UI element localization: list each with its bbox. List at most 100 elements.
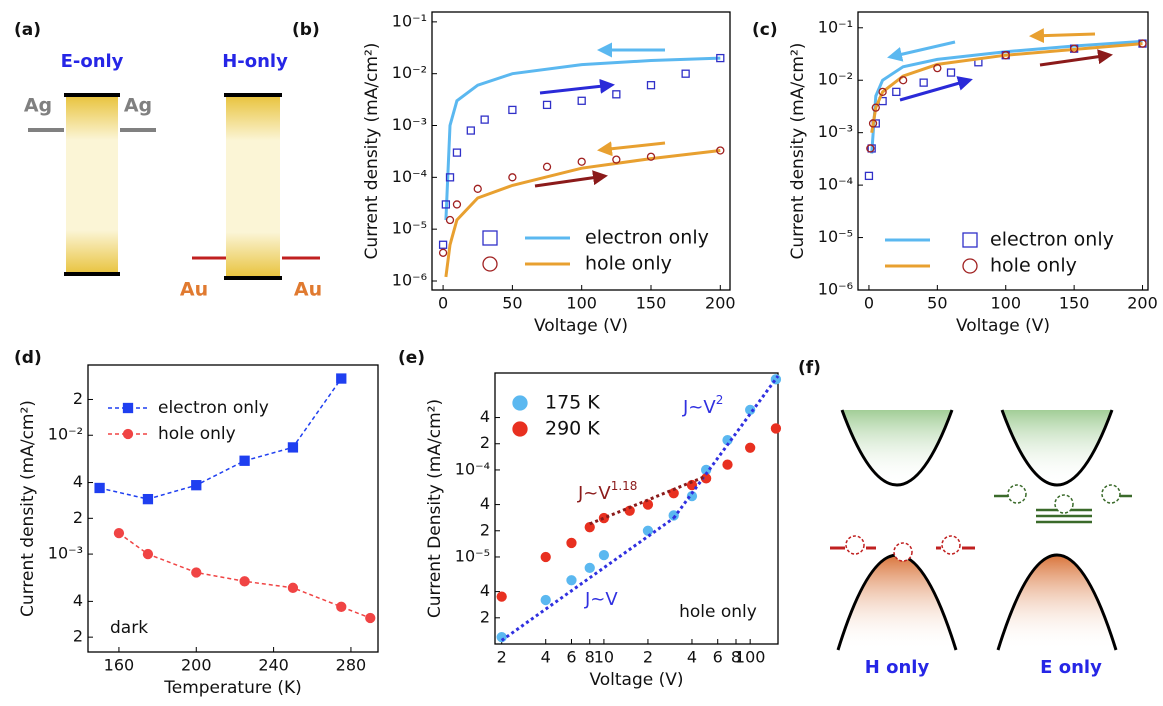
y-tick-label: 10⁻² (48, 425, 83, 444)
y-tick-label: 4 (480, 407, 490, 426)
y-axis-title: Current Density (mA/cm²) (425, 399, 445, 618)
data-point (745, 442, 756, 453)
data-point (438, 240, 448, 249)
data-point (540, 551, 551, 563)
plot-frame (494, 372, 779, 645)
data-point (365, 612, 376, 624)
x-axis-title: Voltage (V) (589, 670, 683, 690)
data-point (466, 126, 475, 135)
data-point (473, 184, 482, 193)
y-tick-label: 10⁻⁵ (455, 546, 490, 565)
y-axis-title: Current density (mA/cm²) (18, 400, 38, 617)
legend-label: 290 K (545, 418, 600, 440)
y-tick-label: 2 (73, 389, 83, 408)
fit-exponent: 2 (716, 393, 724, 407)
data-point (566, 575, 577, 586)
data-point (287, 442, 299, 453)
x-tick-label: 50 (927, 294, 947, 313)
data-point (722, 459, 733, 470)
fit-line (500, 516, 675, 642)
data-point (933, 63, 942, 73)
data-point (508, 105, 517, 115)
x-axis-title: Voltage (V) (534, 316, 628, 336)
data-point (668, 510, 679, 521)
y-tick-label: 2 (480, 520, 490, 539)
data-point (871, 103, 880, 112)
au-label: Au (294, 279, 322, 301)
legend-label: electron only (990, 229, 1114, 251)
state (1054, 494, 1074, 514)
fit-line (589, 474, 707, 526)
x-tick-label: 8 (585, 648, 595, 667)
x-tick-label: 8 (731, 648, 741, 667)
data-point (577, 157, 586, 166)
legend-marker (512, 395, 528, 411)
y-tick-label: 10⁻⁵ (818, 227, 853, 246)
y-tick-label: 10⁻¹ (392, 11, 427, 30)
x-tick-label: 6 (713, 648, 723, 667)
fit-label: J~V (584, 589, 618, 610)
data-point (239, 576, 250, 587)
data-point (287, 582, 299, 593)
y-tick-label: 4 (480, 581, 490, 600)
data-point (612, 155, 621, 164)
x-axis-title: Temperature (K) (163, 678, 302, 698)
data-point (239, 455, 250, 466)
data-point (441, 200, 451, 209)
data-point (878, 87, 887, 97)
y-tick-label: 10⁻³ (818, 122, 853, 141)
data-point (716, 146, 725, 155)
x-tick-label: 160 (104, 656, 135, 675)
panel-label: (f) (798, 358, 821, 378)
legend-label: hole only (585, 253, 672, 275)
y-tick-label: 2 (73, 627, 83, 646)
y-tick-label: 10⁻⁵ (392, 219, 427, 238)
data-point (892, 87, 901, 97)
data-point (542, 162, 552, 171)
data-point (445, 215, 455, 225)
data-point (919, 78, 928, 87)
x-axis-title: Voltage (V) (956, 316, 1050, 336)
panel-label: (b) (292, 20, 320, 40)
fit-annotation: J~V (584, 589, 618, 610)
fit-line (672, 375, 780, 519)
x-tick-label: 100 (735, 648, 766, 667)
y-tick-label: 10⁻⁴ (818, 175, 853, 194)
data-point (898, 76, 908, 85)
panel-label: (c) (752, 20, 778, 40)
state (1101, 484, 1121, 504)
fit-line (444, 56, 721, 221)
data-point (1001, 51, 1010, 60)
arrows (534, 28, 1113, 188)
y-axis-title: Current density (mA/cm²) (788, 43, 808, 260)
x-tick-label: 200 (1127, 294, 1158, 313)
x-tick-label: 100 (566, 294, 597, 313)
data-point (438, 248, 448, 257)
data-point (452, 148, 462, 157)
y-tick-label: 10⁻³ (392, 115, 427, 134)
legend-marker (962, 258, 978, 274)
state (845, 535, 865, 555)
plot-frame (431, 11, 731, 291)
plot-frame (87, 364, 379, 653)
y-tick-label: 10⁻² (818, 70, 853, 89)
y-tick-label: 10⁻¹ (818, 17, 853, 36)
x-tick-label: 240 (258, 656, 289, 675)
data-point (336, 601, 347, 612)
series-line (99, 378, 342, 500)
au-label: Au (180, 279, 208, 301)
fit-label: J~V (682, 397, 716, 418)
data-point (864, 171, 874, 181)
x-tick-label: 2 (643, 648, 653, 667)
data-point (598, 549, 610, 561)
ag-label: Ag (24, 95, 52, 117)
data-point (868, 119, 878, 128)
legend-marker (962, 232, 978, 248)
conduction-band (1000, 409, 1114, 487)
data-point (191, 480, 202, 491)
data-point (946, 68, 956, 77)
annotation: dark (110, 618, 148, 638)
conduction-band (840, 409, 954, 487)
x-tick-label: 0 (864, 294, 874, 313)
data-point (577, 96, 586, 105)
